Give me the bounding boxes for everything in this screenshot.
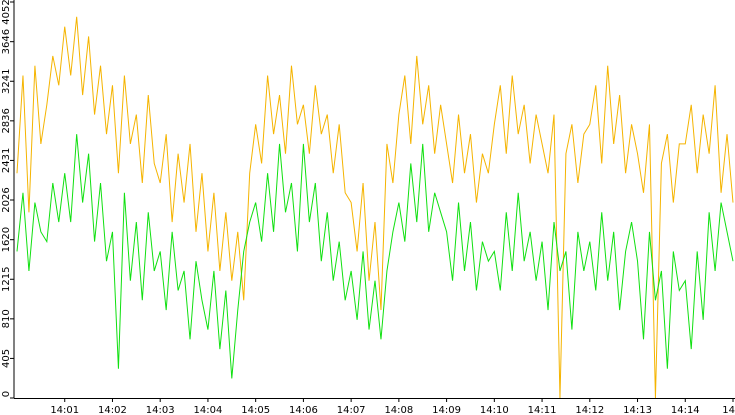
x-tick-label: 14 bbox=[722, 405, 735, 415]
y-tick-label: 2026 bbox=[1, 187, 12, 212]
y-tick-label: 405 bbox=[1, 349, 12, 368]
x-tick-label: 14:07 bbox=[337, 405, 366, 415]
series-line bbox=[16, 16, 734, 399]
x-tick-label: 14:01 bbox=[50, 405, 79, 415]
x-tick-label: 14:04 bbox=[194, 405, 223, 415]
x-tick-label: 14:12 bbox=[575, 405, 604, 415]
x-tick-label: 14:05 bbox=[241, 405, 270, 415]
x-tick-label: 14:06 bbox=[289, 405, 318, 415]
y-tick-label: 4052 bbox=[1, 0, 12, 25]
y-tick-label: 810 bbox=[1, 309, 12, 328]
x-tick-label: 14:03 bbox=[146, 405, 175, 415]
x-tick-label: 14:09 bbox=[432, 405, 461, 415]
y-tick-label: 1215 bbox=[1, 267, 12, 292]
x-tick-label: 14:13 bbox=[623, 405, 652, 415]
x-tick-label: 14:11 bbox=[528, 405, 557, 415]
series-line bbox=[16, 134, 734, 379]
x-tick-label: 14:08 bbox=[384, 405, 413, 415]
y-tick-label: 3646 bbox=[1, 29, 12, 54]
y-tick-label: 1620 bbox=[1, 227, 12, 252]
x-tick-label: 14:14 bbox=[671, 405, 700, 415]
y-tick-label: 3241 bbox=[1, 69, 12, 94]
x-tick-label: 14:10 bbox=[480, 405, 509, 415]
y-tick-label: 2836 bbox=[1, 108, 12, 133]
x-tick-label: 14:02 bbox=[98, 405, 127, 415]
y-tick-label: 0 bbox=[1, 391, 12, 397]
y-tick-label: 2431 bbox=[1, 148, 12, 173]
